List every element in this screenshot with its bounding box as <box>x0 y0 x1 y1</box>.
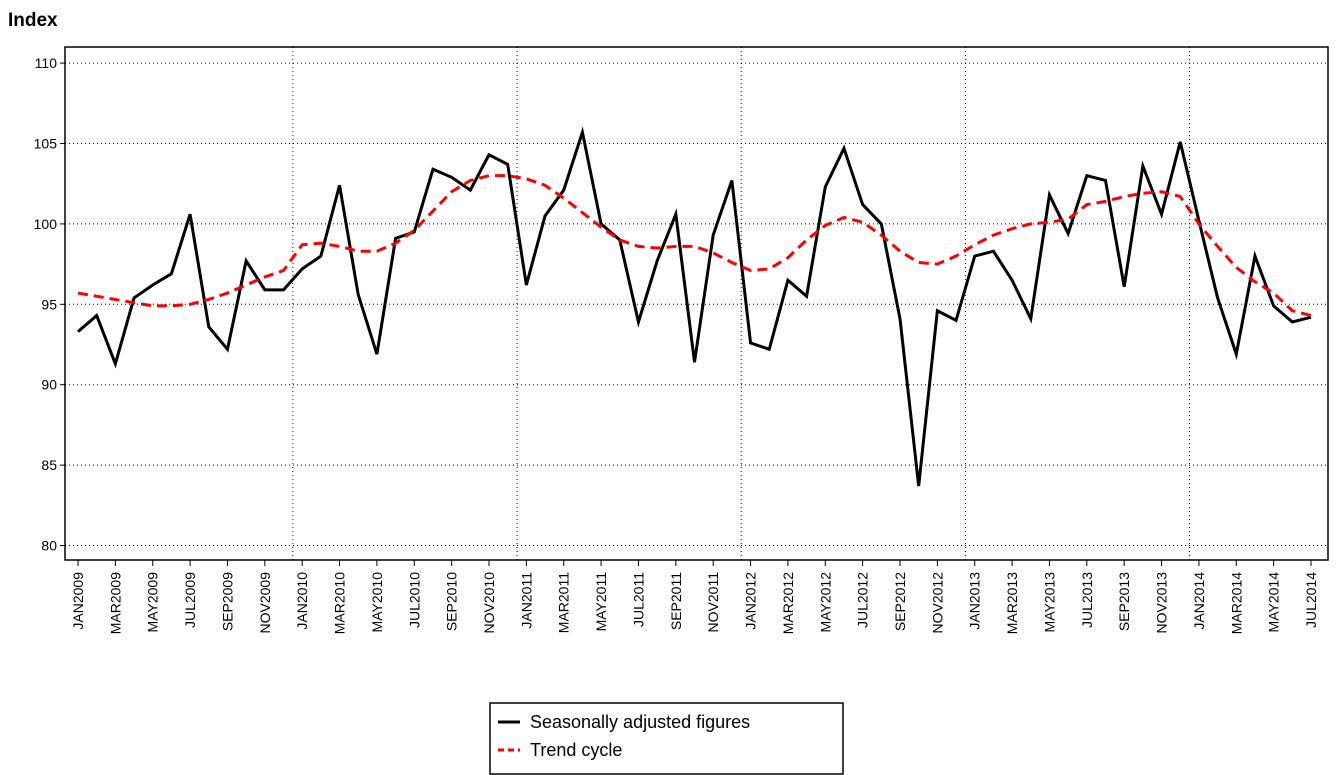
x-tick-label: JAN2009 <box>70 572 86 630</box>
x-tick-label: JUL2010 <box>406 572 422 628</box>
y-tick-label: 95 <box>41 296 57 312</box>
y-tick-label: 110 <box>35 55 58 71</box>
series-line <box>77 126 1312 487</box>
x-tick-label: JAN2012 <box>743 572 759 630</box>
chart-title: Index <box>8 10 58 31</box>
x-tick-label: NOV2010 <box>481 572 497 634</box>
x-tick-label: SEP2011 <box>668 572 684 630</box>
x-tick-label: SEP2012 <box>892 572 908 631</box>
y-tick-label: 80 <box>41 538 57 554</box>
x-tick-label: JUL2013 <box>1079 572 1095 628</box>
y-tick-label: 90 <box>41 377 57 393</box>
plot-frame <box>64 46 1329 561</box>
series-line <box>77 174 1312 318</box>
y-tick-label: 85 <box>41 457 57 473</box>
x-tick-label: JUL2014 <box>1303 572 1319 628</box>
x-tick-label: MAR2013 <box>1004 572 1020 634</box>
x-tick-label: MAR2010 <box>332 572 348 634</box>
x-tick-label: SEP2013 <box>1116 572 1132 631</box>
x-tick-label: MAY2009 <box>145 572 161 633</box>
x-tick-label: NOV2011 <box>705 572 721 633</box>
x-tick-label: MAR2009 <box>107 572 123 634</box>
x-tick-label: SEP2010 <box>444 572 460 631</box>
x-tick-label: MAY2013 <box>1041 572 1057 633</box>
x-tick-label: JAN2010 <box>294 572 310 630</box>
y-tick-label: 100 <box>34 216 58 232</box>
legend-label: Seasonally adjusted figures <box>530 712 750 732</box>
legend-box <box>489 702 844 775</box>
x-tick-label: JUL2009 <box>182 572 198 628</box>
y-tick-label: 105 <box>34 135 58 151</box>
x-tick-label: JAN2013 <box>967 572 983 630</box>
x-tick-label: JUL2011 <box>630 572 646 627</box>
x-tick-label: MAY2010 <box>369 572 385 633</box>
x-tick-label: JAN2011 <box>518 572 534 629</box>
x-tick-label: MAY2011 <box>593 572 609 632</box>
legend-label: Trend cycle <box>530 740 622 760</box>
x-tick-label: MAY2014 <box>1266 572 1282 633</box>
x-tick-label: SEP2009 <box>219 572 235 631</box>
x-tick-label: NOV2013 <box>1154 572 1170 634</box>
x-tick-label: MAY2012 <box>817 572 833 633</box>
x-tick-label: JUL2012 <box>855 572 871 628</box>
x-tick-label: NOV2009 <box>257 572 273 634</box>
x-tick-label: MAR2012 <box>780 572 796 634</box>
x-tick-label: MAR2014 <box>1228 572 1244 634</box>
x-tick-label: MAR2011 <box>556 572 572 633</box>
x-tick-label: NOV2012 <box>929 572 945 634</box>
x-tick-label: JAN2014 <box>1191 572 1207 630</box>
